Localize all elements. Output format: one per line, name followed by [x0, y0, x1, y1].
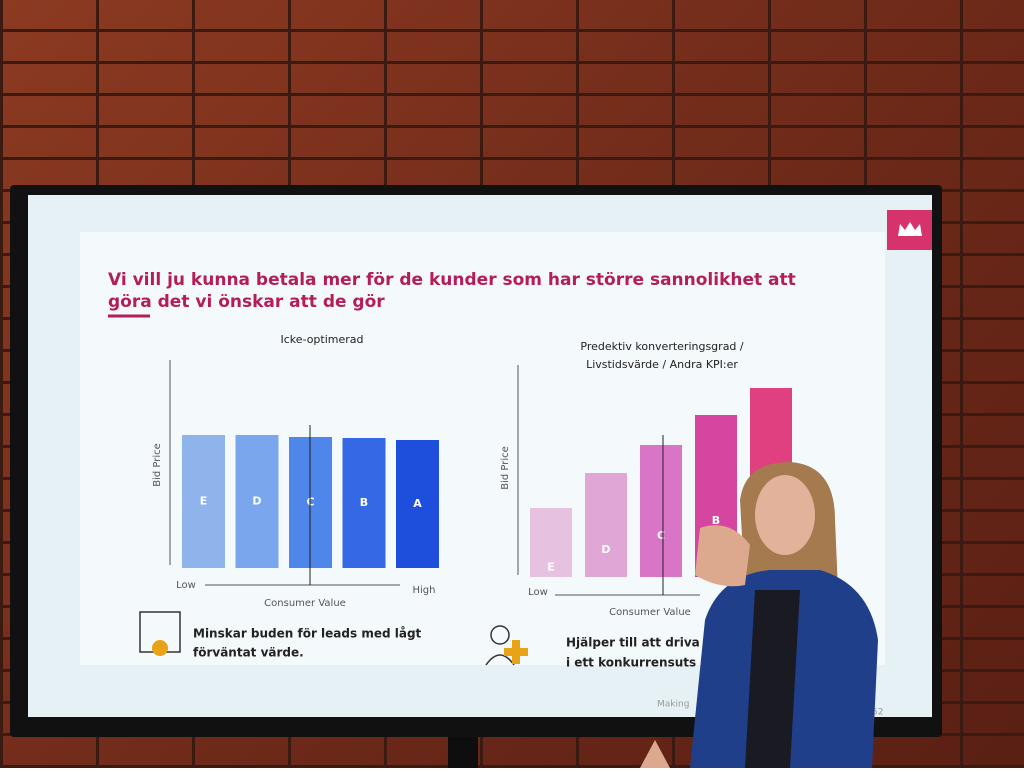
footer: Making	[657, 700, 689, 710]
note: förväntat värde.	[193, 646, 304, 660]
stand	[448, 737, 478, 768]
low-label: Low	[176, 580, 196, 591]
plus-icon	[504, 640, 528, 664]
bar	[585, 473, 627, 577]
bar	[235, 435, 279, 568]
page-number: 52	[872, 708, 883, 718]
charts: Icke-optimerad Bid Price Consumer Value Low…	[152, 333, 792, 618]
note: i ett konkurrensuts	[566, 656, 696, 670]
chart-title: Predektiv konverteringsgrad /	[580, 340, 744, 353]
bar-label: C	[657, 529, 665, 542]
slide-title: Vi vill ju kunna betala mer för de kunde…	[108, 270, 796, 290]
note: Minskar buden för leads med lågt	[193, 627, 422, 641]
presenter	[640, 462, 878, 768]
person-icon	[485, 654, 515, 666]
high-label: High	[413, 585, 436, 596]
note: Hjälper till att driva	[566, 636, 700, 650]
bar-label: B	[360, 496, 368, 509]
bar-label: D	[601, 543, 610, 556]
bar	[640, 445, 682, 577]
bar	[530, 508, 572, 577]
bar	[342, 438, 386, 568]
top	[745, 590, 800, 768]
bar-label: D	[252, 495, 261, 508]
face	[755, 475, 815, 555]
chart-title: Icke-optimerad	[280, 333, 363, 346]
crown-icon	[898, 222, 922, 236]
hand-icon	[152, 640, 168, 656]
y-axis-label: Bid Price	[500, 446, 511, 490]
person-icon	[490, 625, 510, 645]
bar	[396, 440, 439, 568]
chart-title: Livstidsvärde / Andra KPI:er	[586, 358, 738, 371]
low-label: Low	[528, 587, 548, 598]
bar-label: E	[547, 561, 555, 574]
x-axis-label: Consumer Value	[264, 598, 346, 609]
bar-label: B	[712, 514, 720, 527]
y-axis-label: Bid Price	[152, 443, 163, 487]
hand	[695, 525, 750, 587]
bar-label: A	[413, 497, 422, 510]
bar	[182, 435, 225, 568]
bar-label: E	[200, 495, 208, 508]
slide-title: göra det vi önskar att de gör	[108, 292, 385, 312]
hand	[640, 740, 670, 768]
x-axis-label: Consumer Value	[609, 607, 691, 618]
